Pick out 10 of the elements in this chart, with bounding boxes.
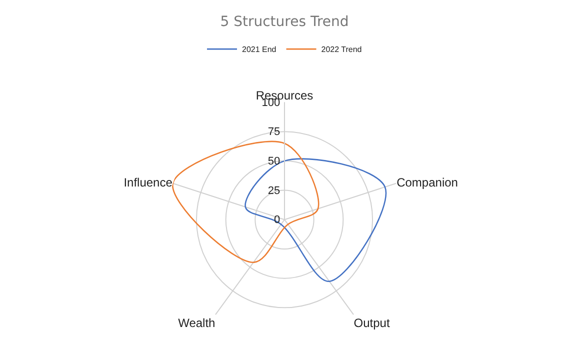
legend-label: 2021 End bbox=[242, 45, 276, 54]
spoke-label: Output bbox=[354, 316, 390, 330]
spoke-label: Wealth bbox=[178, 316, 216, 330]
spoke-label: Influence bbox=[124, 175, 173, 190]
y-tick-label: 50 bbox=[268, 156, 280, 168]
spoke-label: Companion bbox=[396, 175, 458, 190]
y-tick-label: 25 bbox=[268, 184, 280, 197]
chart-title: 5 Structures Trend bbox=[220, 14, 349, 30]
legend-label: 2022 Trend bbox=[321, 45, 362, 54]
y-tick-label: 75 bbox=[268, 126, 280, 138]
